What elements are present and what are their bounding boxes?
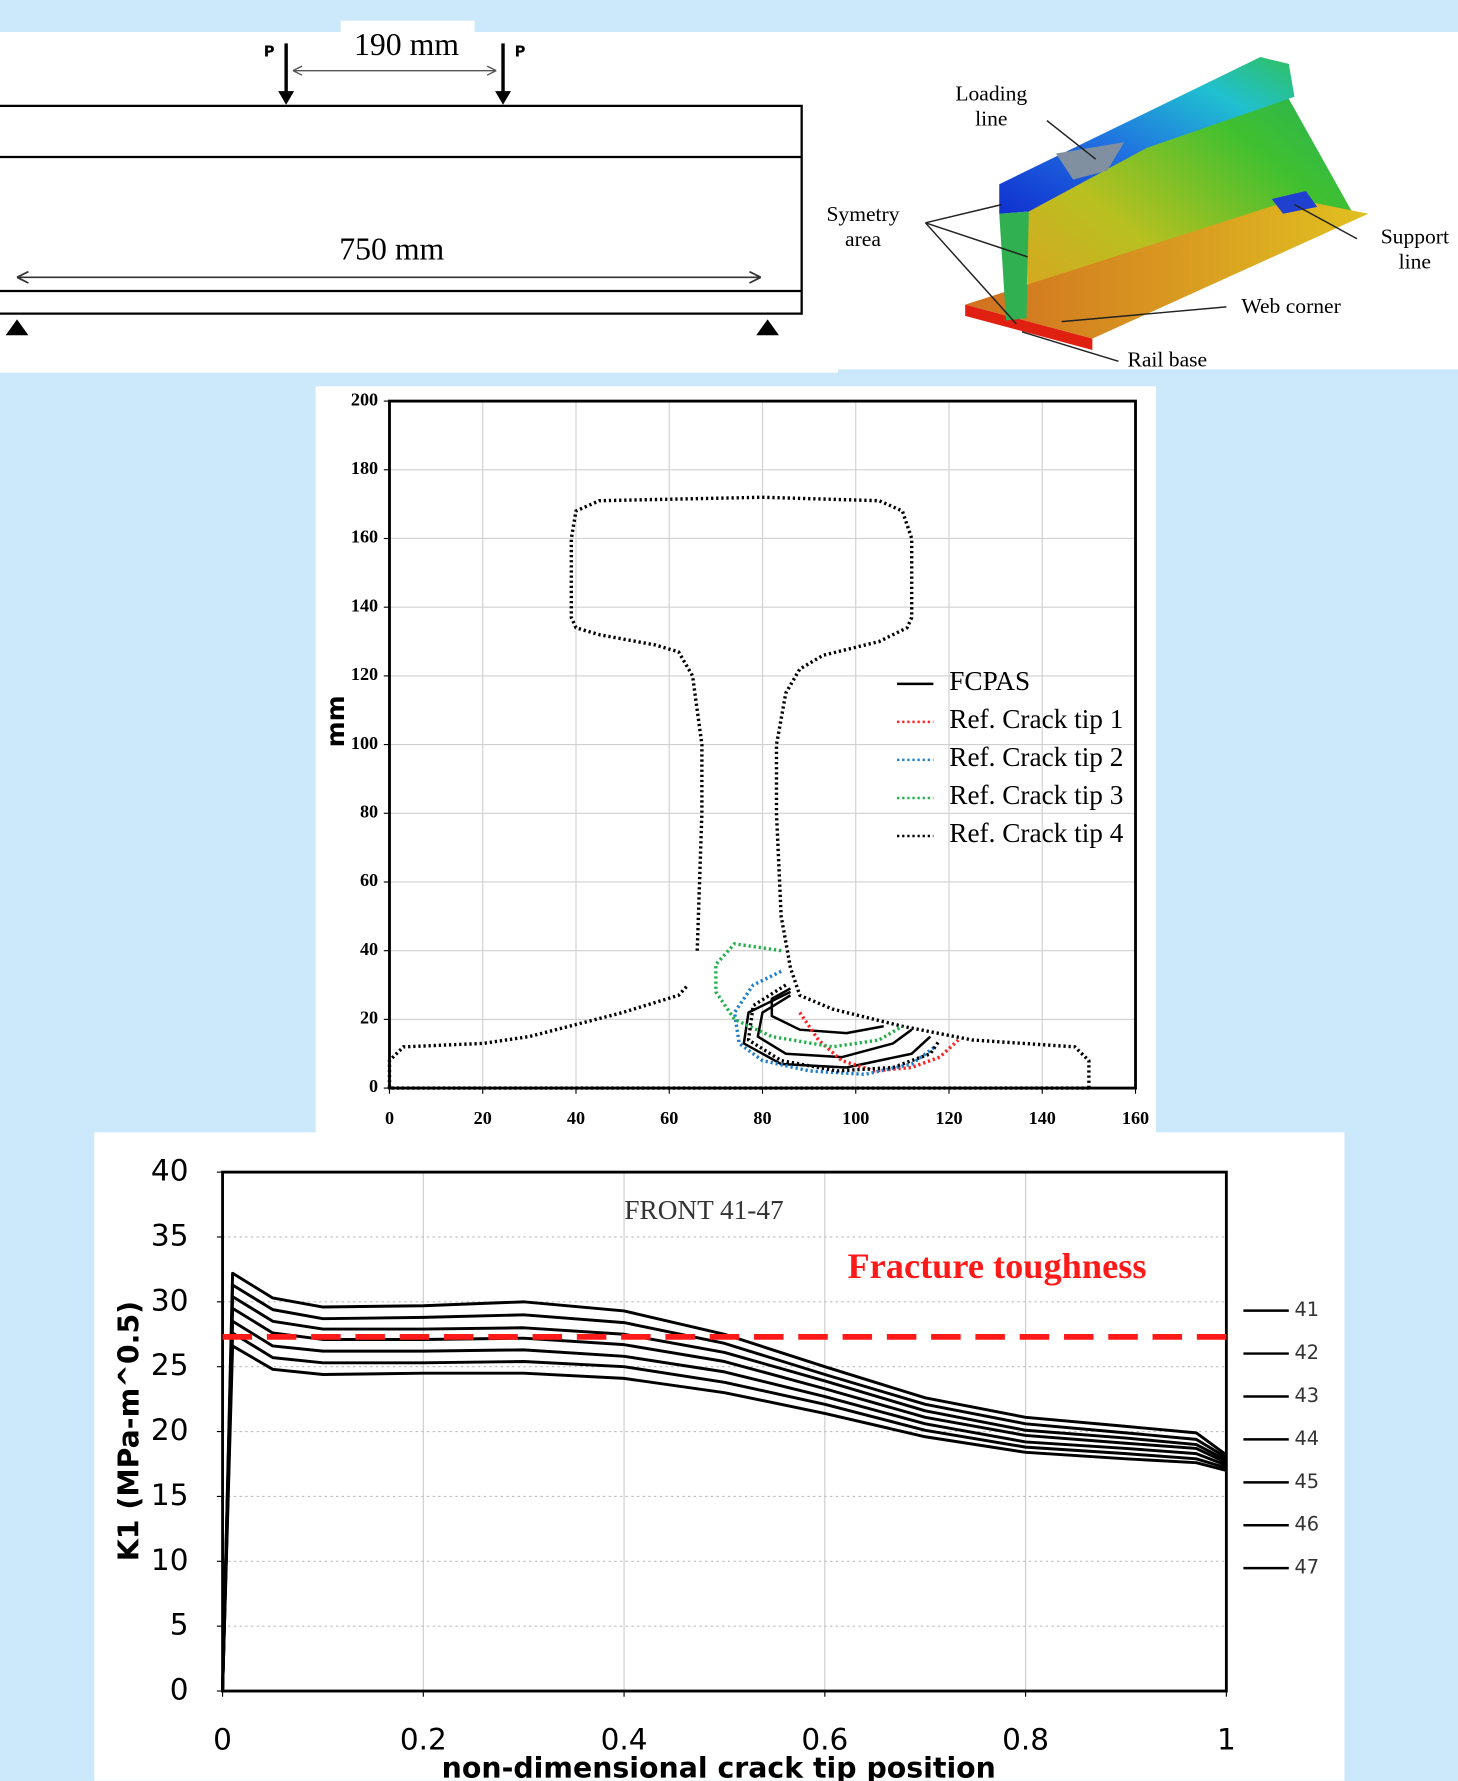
legend-label: 42: [1294, 1341, 1319, 1364]
legend-label: 47: [1294, 1556, 1319, 1579]
x-tick-label: 40: [567, 1108, 585, 1128]
dimension-label: 750 mm: [339, 232, 444, 267]
dimension-label: 190 mm: [354, 27, 459, 62]
model-label: Web corner: [1241, 294, 1340, 318]
y-tick-label: 200: [351, 389, 378, 409]
load-label: P: [264, 43, 275, 60]
x-tick-label: 0.8: [1002, 1723, 1049, 1757]
y-tick-label: 0: [170, 1673, 189, 1707]
legend-label: FCPAS: [949, 666, 1030, 696]
legend-label: 46: [1294, 1513, 1319, 1536]
legend-label: 43: [1294, 1384, 1319, 1407]
panel-background: [0, 32, 838, 373]
x-tick-label: 20: [474, 1108, 492, 1128]
y-tick-label: 25: [151, 1348, 189, 1382]
y-tick-label: 20: [360, 1008, 378, 1028]
x-tick-label: 1: [1217, 1723, 1236, 1757]
y-tick-label: 30: [151, 1283, 189, 1317]
x-tick-label: 80: [753, 1108, 771, 1128]
legend-label: Ref. Crack tip 1: [949, 704, 1123, 734]
y-tick-label: 0: [369, 1076, 378, 1096]
x-axis-label: non-dimensional crack tip position: [442, 1751, 996, 1781]
y-tick-label: 180: [351, 458, 378, 478]
x-tick-label: 60: [660, 1108, 678, 1128]
y-tick-label: 160: [351, 527, 378, 547]
chart-title: FRONT 41-47: [624, 1195, 783, 1225]
y-tick-label: 15: [151, 1478, 189, 1512]
y-tick-label: 20: [151, 1413, 189, 1447]
y-tick-label: 40: [360, 939, 378, 959]
y-axis-label: mm: [321, 695, 350, 747]
y-tick-label: 5: [170, 1608, 189, 1642]
y-tick-label: 100: [351, 733, 378, 753]
figure: P P 190 mm 750 mm Loadingline Symetryare…: [0, 0, 1458, 1781]
beam-panel: P P 190 mm 750 mm: [0, 21, 838, 373]
y-axis-label: K1 (MPa-m^0.5): [113, 1301, 146, 1561]
x-tick-label: 100: [842, 1108, 869, 1128]
legend-label: 41: [1294, 1298, 1319, 1321]
legend-label: Ref. Crack tip 2: [949, 742, 1123, 772]
y-tick-label: 35: [151, 1218, 189, 1252]
x-tick-label: 0: [385, 1108, 394, 1128]
y-tick-label: 120: [351, 664, 378, 684]
x-tick-label: 160: [1122, 1108, 1149, 1128]
y-tick-label: 140: [351, 595, 378, 615]
y-tick-label: 60: [360, 870, 378, 890]
legend-label: Ref. Crack tip 3: [949, 780, 1123, 810]
y-tick-label: 80: [360, 801, 378, 821]
legend-label: 44: [1294, 1427, 1319, 1450]
x-tick-label: 0.2: [400, 1723, 447, 1757]
x-tick-label: 140: [1029, 1108, 1056, 1128]
y-tick-label: 40: [151, 1154, 189, 1188]
y-tick-label: 10: [151, 1543, 189, 1577]
threshold-label: Fracture toughness: [847, 1246, 1146, 1286]
x-tick-label: 0: [213, 1723, 232, 1757]
legend-label: Ref. Crack tip 4: [949, 818, 1123, 848]
legend-label: 45: [1294, 1470, 1319, 1493]
model-label: Rail base: [1127, 347, 1207, 371]
load-label: P: [515, 43, 526, 60]
x-tick-label: 120: [935, 1108, 962, 1128]
